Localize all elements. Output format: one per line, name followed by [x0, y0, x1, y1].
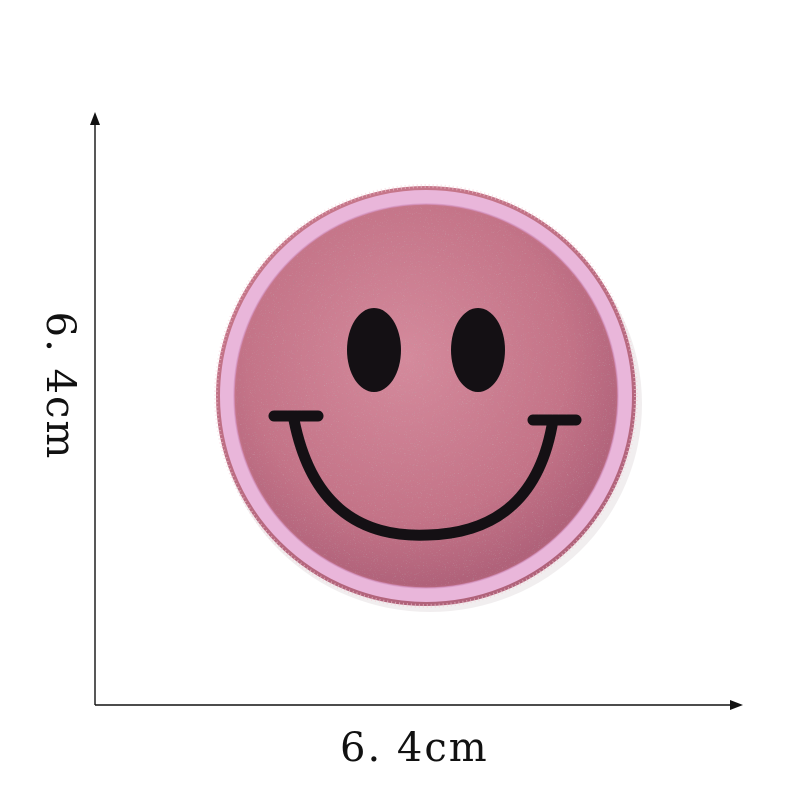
height-dimension-label: 6. 4cm [37, 311, 83, 461]
outer-glitter-texture [214, 184, 638, 608]
left-eye-icon [347, 308, 401, 392]
patch-embroidered-border [220, 190, 632, 602]
smile-mouth-icon [288, 414, 559, 541]
right-eye-icon [451, 308, 505, 392]
glitter-texture [236, 206, 616, 586]
patch-border-edge [233, 203, 619, 589]
width-dimension-label: 6. 4cm [340, 725, 489, 771]
horizontal-arrowhead-icon [730, 700, 743, 710]
vertical-arrowhead-icon [90, 112, 100, 125]
